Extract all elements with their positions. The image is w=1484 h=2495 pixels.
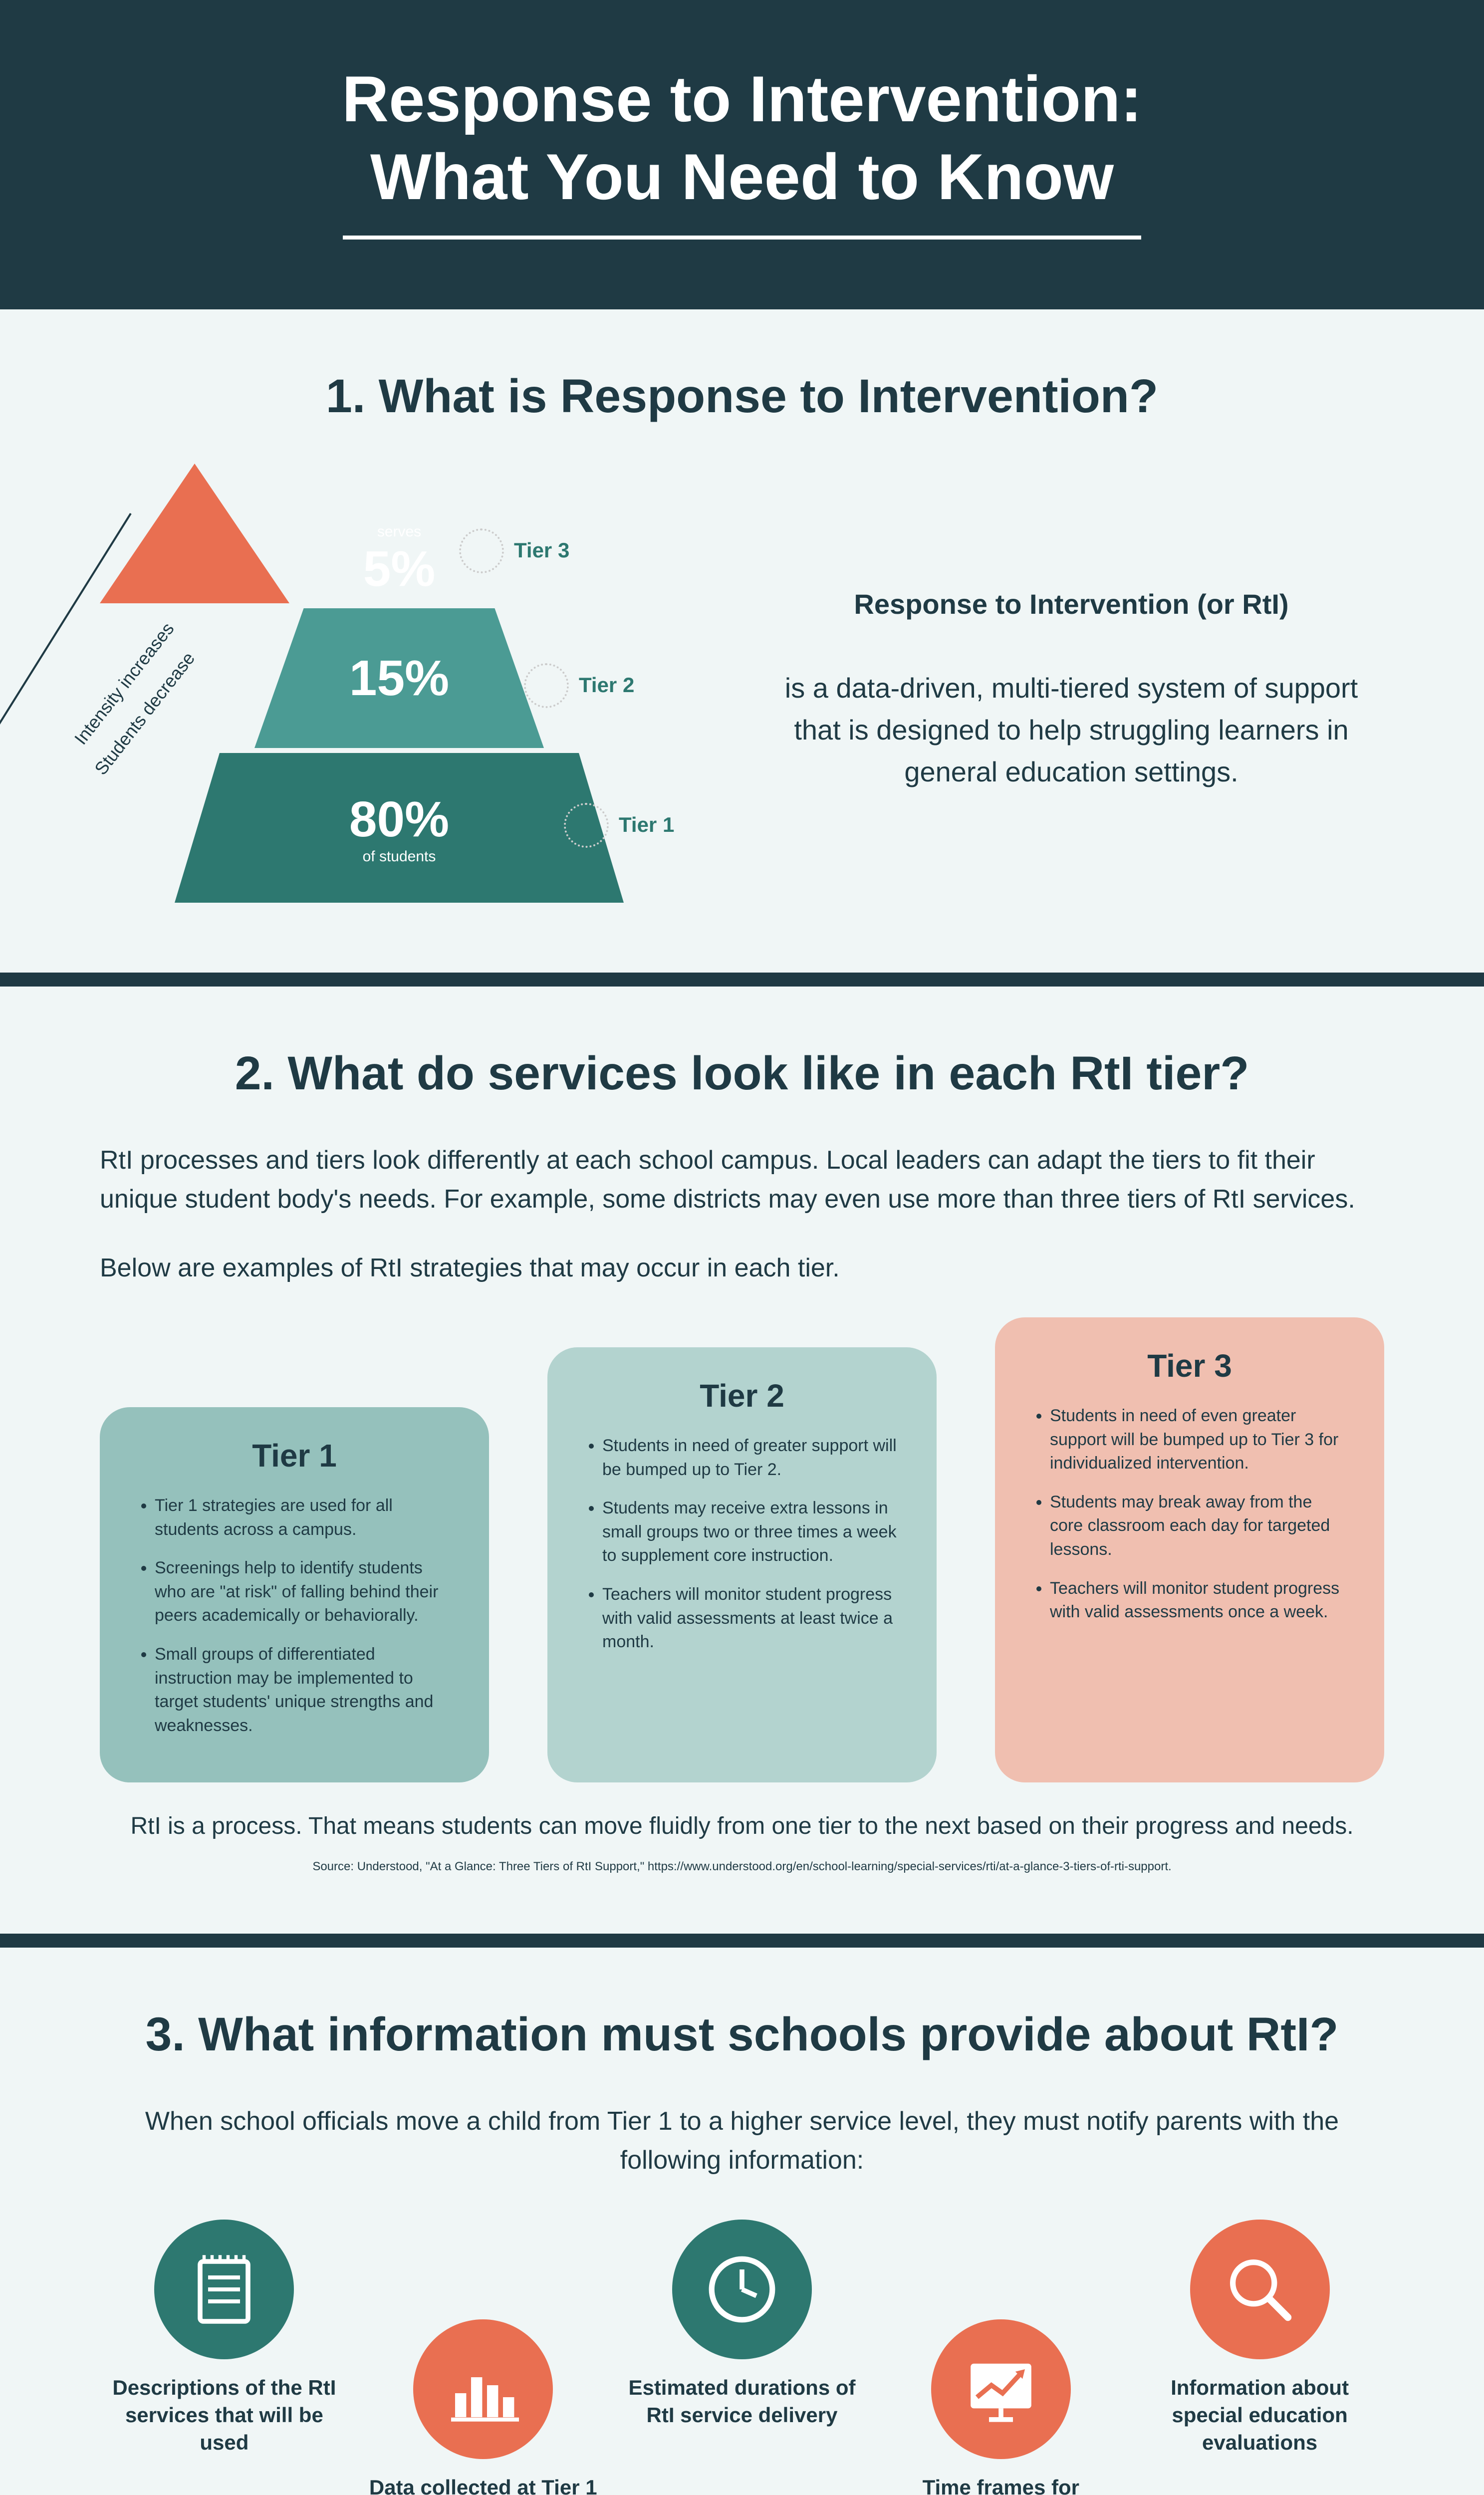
section-2-intro2: Below are examples of RtI strategies tha… xyxy=(100,1248,1384,1287)
tier-card-bullets: Students in need of greater support will… xyxy=(582,1434,902,1654)
title-rule xyxy=(343,236,1141,240)
clock-icon xyxy=(672,2220,812,2359)
tier2-label: Tier 2 xyxy=(579,673,634,697)
tier-card-2: Tier 2 Students in need of greater suppo… xyxy=(547,1347,937,1782)
pyramid-tier2: 15% xyxy=(254,608,544,748)
section-divider xyxy=(0,1934,1484,1948)
info-label: Descriptions of the RtI services that wi… xyxy=(109,2374,339,2456)
section-3: 3. What information must schools provide… xyxy=(0,1948,1484,2495)
section-divider xyxy=(0,973,1484,987)
tier-card-title: Tier 3 xyxy=(1030,1347,1349,1384)
section-1: 1. What is Response to Intervention? Int… xyxy=(0,309,1484,973)
rti-pyramid: Intensity increases Students decrease se… xyxy=(100,464,699,913)
trend-icon xyxy=(931,2319,1071,2459)
tier-card-1: Tier 1 Tier 1 strategies are used for al… xyxy=(100,1407,489,1782)
dotted-circle-icon xyxy=(459,528,504,573)
section-2-intro1: RtI processes and tiers look differently… xyxy=(100,1141,1384,1219)
dotted-circle-icon xyxy=(524,663,569,708)
dotted-circle-icon xyxy=(564,803,609,848)
info-item: Estimated durations of RtI service deliv… xyxy=(627,2220,857,2495)
info-label: Data collected at Tier 1 xyxy=(368,2474,598,2495)
section-2-title: 2. What do services look like in each Rt… xyxy=(100,1046,1384,1101)
section-3-intro: When school officials move a child from … xyxy=(100,2102,1384,2180)
info-items-row: Descriptions of the RtI services that wi… xyxy=(100,2220,1384,2495)
info-item: Descriptions of the RtI services that wi… xyxy=(109,2220,339,2495)
info-label: Time frames for progress reports xyxy=(886,2474,1116,2495)
section-1-title: 1. What is Response to Intervention? xyxy=(100,369,1384,424)
section-2: 2. What do services look like in each Rt… xyxy=(0,987,1484,1934)
header-banner: Response to Intervention: What You Need … xyxy=(0,0,1484,309)
pyramid-tier3 xyxy=(100,464,289,603)
tier-card-3: Tier 3 Students in need of even greater … xyxy=(995,1317,1384,1782)
magnify-icon xyxy=(1190,2220,1330,2359)
pyramid-tier1: 80% of students xyxy=(175,753,624,903)
info-item: Data collected at Tier 1 xyxy=(368,2319,598,2495)
tier-card-title: Tier 2 xyxy=(582,1377,902,1414)
section-2-source: Source: Understood, "At a Glance: Three … xyxy=(100,1860,1384,1874)
tier-card-title: Tier 1 xyxy=(135,1437,454,1474)
info-item: Time frames for progress reports xyxy=(886,2319,1116,2495)
tier1-label: Tier 1 xyxy=(619,813,674,837)
info-item: Information about special education eval… xyxy=(1145,2220,1375,2495)
pyramid-tier3-label: serves 5% xyxy=(363,523,436,598)
info-label: Information about special education eval… xyxy=(1145,2374,1375,2456)
notepad-icon xyxy=(154,2220,294,2359)
barchart-icon xyxy=(413,2319,553,2459)
info-label: Estimated durations of RtI service deliv… xyxy=(627,2374,857,2429)
tier3-label: Tier 3 xyxy=(514,538,569,562)
tier-card-bullets: Tier 1 strategies are used for all stude… xyxy=(135,1494,454,1738)
page-title: Response to Intervention: What You Need … xyxy=(20,60,1464,216)
tier-cards-row: Tier 1 Tier 1 strategies are used for al… xyxy=(100,1317,1384,1782)
section-1-description: Response to Intervention (or RtI) is a d… xyxy=(758,583,1384,793)
section-2-note: RtI is a process. That means students ca… xyxy=(100,1812,1384,1840)
section-3-title: 3. What information must schools provide… xyxy=(100,2007,1384,2062)
tier-card-bullets: Students in need of even greater support… xyxy=(1030,1404,1349,1624)
